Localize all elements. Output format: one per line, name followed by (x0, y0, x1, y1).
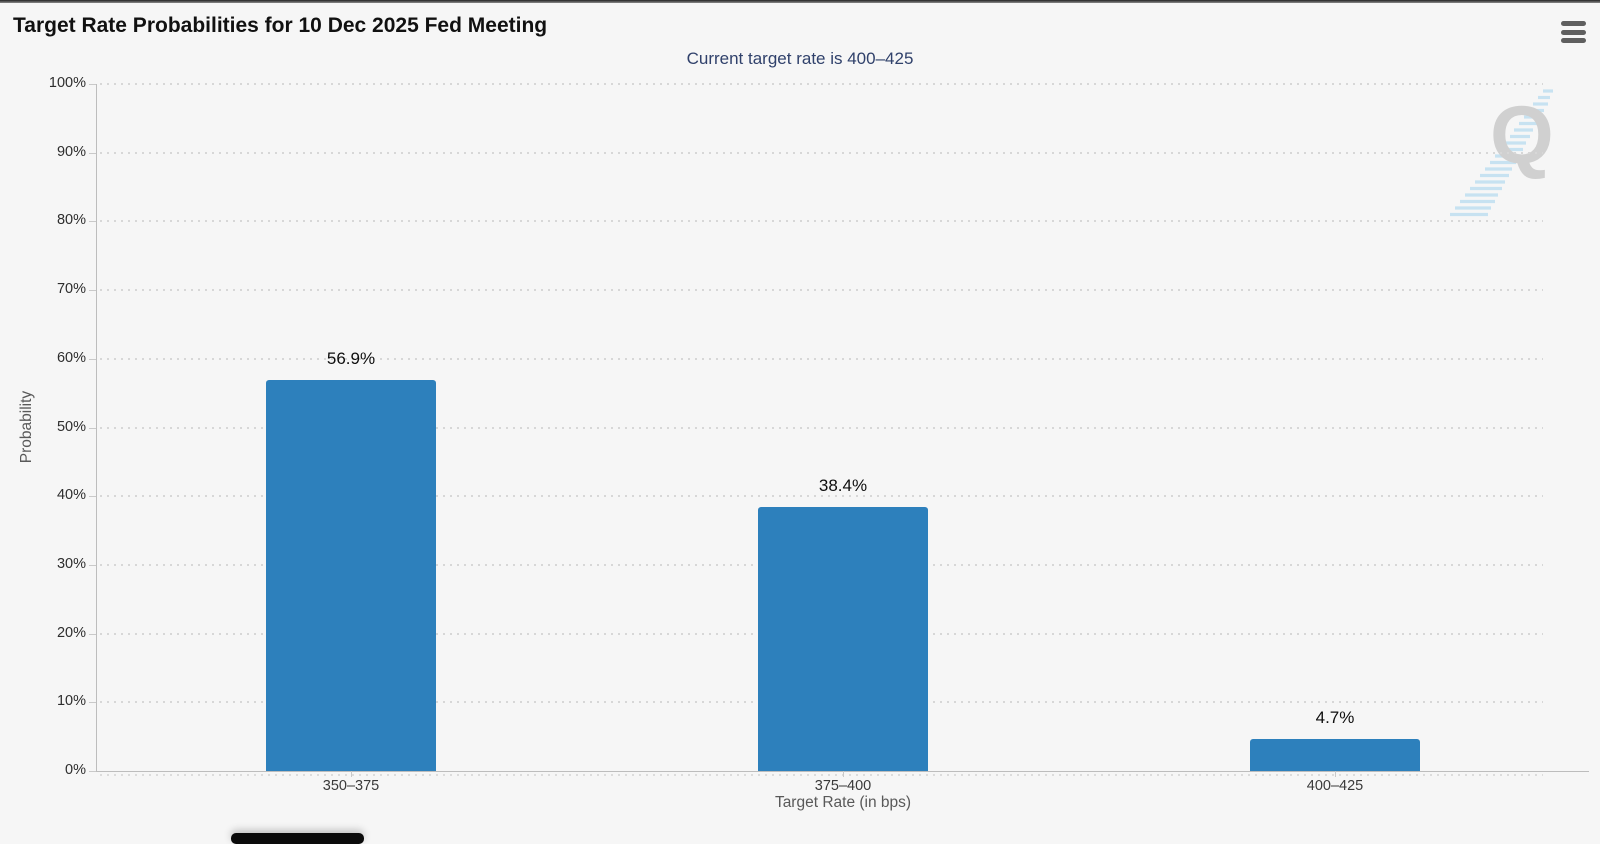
y-axis-line (96, 84, 97, 771)
gridline (100, 495, 1543, 498)
bar-350–375[interactable] (266, 380, 436, 771)
gridline (100, 220, 1543, 223)
gridline (100, 426, 1543, 429)
x-tick-label: 350–375 (322, 778, 380, 794)
bar-value-label: 38.4% (818, 476, 868, 496)
x-tick-mark (1335, 771, 1336, 777)
y-tick-mark (89, 152, 96, 154)
gridline (100, 83, 1543, 85)
y-tick-label: 80% (56, 212, 86, 229)
x-tick-label: 375–400 (814, 778, 872, 794)
y-tick-label: 70% (56, 281, 86, 298)
bar-value-label: 4.7% (1315, 707, 1355, 727)
y-tick-label: 50% (56, 418, 86, 435)
y-tick-label: 90% (56, 143, 86, 160)
gridline (100, 357, 1543, 360)
bar-category-slot: 38.4% 375–400 (597, 84, 1089, 794)
y-tick-mark (89, 358, 96, 360)
x-axis-minor-ticks (100, 774, 1543, 776)
y-tick-mark (89, 633, 96, 635)
x-axis-line (96, 771, 1589, 772)
y-tick-mark (89, 427, 96, 429)
y-tick-mark (89, 290, 96, 292)
x-axis-title: Target Rate (in bps) (774, 794, 912, 811)
gridline (100, 151, 1543, 154)
chart-subtitle: Current target rate is 400–425 (686, 49, 914, 68)
bar-category-slot: 4.7% 400–425 (1089, 84, 1581, 794)
hamburger-menu-icon[interactable] (1561, 21, 1586, 43)
bar-400–425[interactable] (1250, 738, 1420, 771)
y-tick-label: 20% (56, 624, 86, 641)
y-tick-label: 0% (65, 762, 86, 778)
gridline (100, 289, 1543, 292)
page-title: Target Rate Probabilities for 10 Dec 202… (13, 14, 548, 37)
y-tick-label: 100% (48, 75, 86, 91)
bar-375–400[interactable] (758, 507, 928, 771)
y-tick-label: 40% (56, 487, 86, 504)
y-tick-label: 30% (56, 555, 86, 572)
hamburger-bar (1561, 21, 1586, 26)
y-tick-mark (89, 84, 96, 85)
y-tick-mark (89, 221, 96, 223)
y-tick-label: 60% (56, 349, 86, 366)
y-tick-mark (89, 702, 96, 704)
x-tick-mark (843, 771, 844, 777)
x-tick-mark (351, 771, 352, 777)
y-axis-title: Probability (18, 390, 35, 464)
hamburger-bar (1561, 29, 1586, 35)
panel-top-border (0, 0, 1600, 3)
x-tick-label: 400–425 (1306, 778, 1364, 794)
y-tick-label: 10% (56, 693, 86, 710)
y-tick-mark (89, 771, 96, 772)
y-tick-mark (89, 564, 96, 566)
y-tick-mark (89, 496, 96, 498)
bar-value-label: 56.9% (326, 349, 376, 369)
bar-category-slot: 56.9% 350–375 (105, 84, 597, 794)
hamburger-bar (1561, 38, 1586, 43)
